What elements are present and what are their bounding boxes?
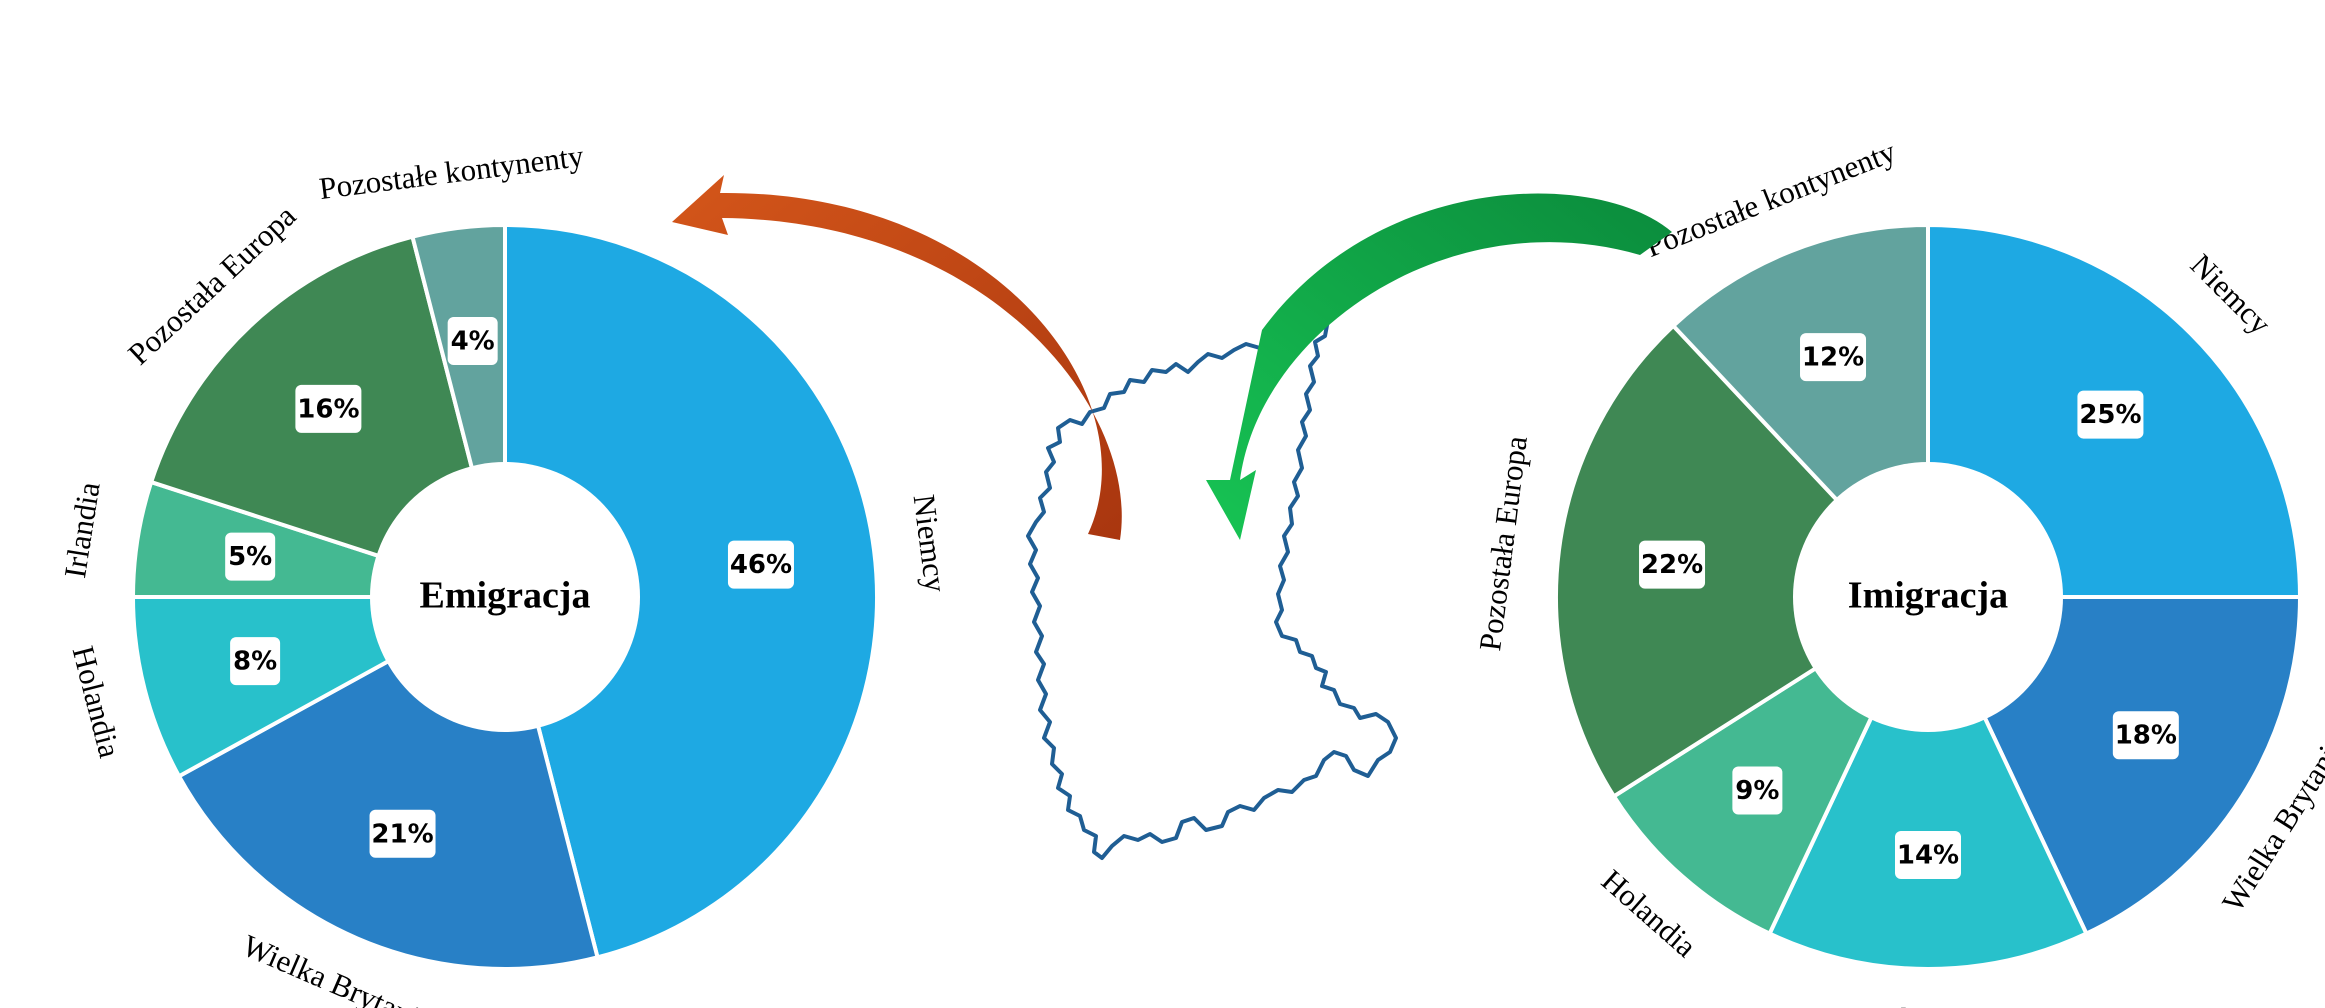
value-label-pozostala-europa: 22% [1639,540,1706,589]
donut-hole [370,462,640,732]
value-label-box [2112,711,2179,760]
value-label-box [295,384,362,433]
category-label-pozostale-kontynenty: Pozostałe kontynenty [317,138,586,206]
slice-pozostala-europa [1554,322,1932,800]
value-label-box [447,317,498,366]
category-label-niemcy: Niemcy [2184,247,2278,341]
value-label-pozostala-europa: 16% [295,384,362,433]
donut-hole [1793,462,2063,732]
category-label-niemcy: Niemcy [907,492,954,594]
value-label-text: 22% [1641,550,1703,580]
value-label-niemcy: 25% [2077,390,2144,439]
category-label-irlandia: Irlandia [57,479,107,580]
region-map-outline [1026,316,1398,860]
value-label-wielka-brytania: 18% [2112,711,2179,760]
category-label-ukraina: Ukraina [1878,1001,1978,1008]
value-label-holandia: 8% [230,637,281,686]
chart-title: Imigracja [1848,575,2008,617]
value-label-text: 9% [1735,776,1779,806]
value-label-text: 25% [2079,400,2141,430]
value-label-text: 46% [730,550,792,580]
value-label-box [2077,390,2144,439]
value-label-pozostale-kontynenty: 12% [1800,333,1867,382]
value-label-box [225,532,276,581]
category-label-holandia: Holandia [66,642,128,761]
chart-title: Emigracja [420,575,591,617]
value-label-box [727,540,794,589]
value-label-irlandia: 5% [225,532,276,581]
value-label-box [369,809,436,858]
value-label-text: 12% [1802,343,1864,373]
value-label-text: 4% [451,327,495,357]
immigration-arrow [1206,193,1672,540]
slice-ukraina [1766,592,2090,971]
value-label-text: 5% [228,542,272,572]
value-label-holandia: 9% [1732,766,1783,815]
slice-niemcy [503,222,879,960]
value-label-wielka-brytania: 21% [369,809,436,858]
value-label-text: 16% [297,394,359,424]
value-label-box [1639,540,1706,589]
value-label-text: 14% [1897,841,1959,871]
value-label-niemcy: 46% [727,540,794,589]
value-label-box [1732,766,1783,815]
emigration-arrow [672,175,1122,540]
value-label-pozostale-kontynenty: 4% [447,317,498,366]
value-label-box [1895,831,1961,879]
value-label-box [230,637,281,686]
value-label-text: 21% [371,819,433,849]
value-label-text: 8% [233,647,277,677]
value-label-text: 18% [2115,721,2177,751]
value-label-box [1800,333,1867,382]
category-label-pozostala-europa: Pozostała Europa [1472,434,1534,653]
value-label-ukraina: 14% [1895,831,1961,879]
